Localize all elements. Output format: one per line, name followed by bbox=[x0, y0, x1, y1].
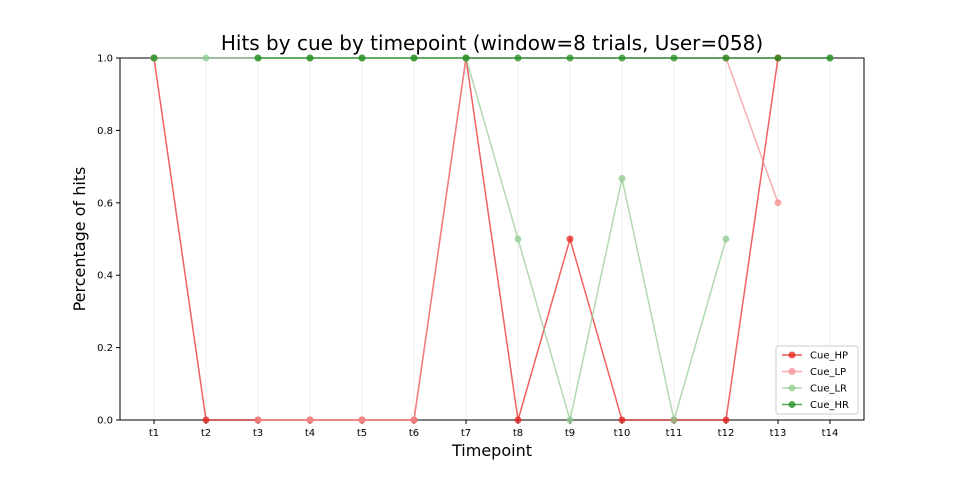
legend: Cue_HP Cue_LP Cue_LR Cue_HR bbox=[775, 345, 859, 415]
data-point bbox=[358, 416, 366, 424]
data-point bbox=[618, 175, 626, 183]
data-point bbox=[566, 416, 574, 424]
data-point bbox=[150, 54, 158, 62]
x-tick-label: t11 bbox=[666, 428, 683, 439]
x-tick-label: t13 bbox=[770, 428, 787, 439]
x-tick-label: t9 bbox=[565, 428, 575, 439]
data-point bbox=[670, 416, 678, 424]
data-point bbox=[670, 54, 678, 62]
data-point bbox=[514, 235, 522, 243]
x-tick-label: t5 bbox=[357, 428, 367, 439]
legend-swatch-marker bbox=[788, 351, 796, 359]
data-point bbox=[722, 416, 730, 424]
y-axis-label: Percentage of hits bbox=[70, 167, 89, 312]
data-point bbox=[722, 235, 730, 243]
data-point bbox=[254, 416, 262, 424]
x-tick-label: t14 bbox=[822, 428, 839, 439]
legend-box bbox=[775, 345, 859, 415]
x-tick-label: t4 bbox=[305, 428, 315, 439]
data-point bbox=[306, 416, 314, 424]
y-tick-label: 0.0 bbox=[97, 416, 113, 427]
legend-swatch-marker bbox=[788, 401, 796, 408]
data-point bbox=[618, 416, 626, 424]
series-group bbox=[150, 54, 834, 424]
data-point bbox=[566, 54, 574, 62]
data-point bbox=[618, 54, 626, 62]
x-tick-label: t2 bbox=[201, 428, 211, 439]
x-tick-label: t1 bbox=[149, 428, 159, 439]
data-point bbox=[410, 416, 418, 424]
data-point bbox=[566, 235, 574, 243]
data-point bbox=[462, 54, 470, 62]
y-tick-label: 0.6 bbox=[97, 198, 113, 209]
series-Cue_HR bbox=[150, 54, 834, 62]
chart-title: Hits by cue by timepoint (window=8 trial… bbox=[221, 31, 763, 55]
data-point bbox=[202, 416, 210, 424]
data-point bbox=[410, 54, 418, 62]
axis-ticks: t1 t2 t3 t4 t5 t6 t7 t8 t9 t10 t11 t12 t13 t14 0.0 0.2 0… bbox=[97, 54, 838, 440]
y-tick-label: 1.0 bbox=[97, 54, 113, 65]
legend-entry: Cue_HR bbox=[810, 400, 849, 411]
series-line bbox=[725, 57, 779, 204]
data-point bbox=[306, 54, 314, 62]
y-tick-label: 0.8 bbox=[97, 126, 113, 137]
x-axis-label: Timepoint bbox=[451, 441, 532, 460]
data-point bbox=[514, 416, 522, 424]
x-tick-label: t6 bbox=[409, 428, 419, 439]
data-point bbox=[202, 54, 210, 62]
legend-entry: Cue_LR bbox=[810, 384, 847, 395]
legend-entry: Cue_LP bbox=[810, 367, 846, 378]
legend-entry: Cue_HP bbox=[810, 351, 848, 362]
x-tick-label: t3 bbox=[253, 428, 263, 439]
legend-swatch-marker bbox=[788, 368, 796, 375]
x-tick-label: t12 bbox=[718, 428, 735, 439]
data-point bbox=[722, 54, 730, 62]
data-point bbox=[358, 54, 366, 62]
data-point bbox=[514, 54, 522, 62]
y-tick-label: 0.2 bbox=[97, 343, 113, 354]
data-point bbox=[826, 54, 834, 62]
x-tick-label: t10 bbox=[614, 428, 631, 439]
data-point bbox=[254, 54, 262, 62]
x-tick-label: t8 bbox=[513, 428, 523, 439]
data-point bbox=[774, 199, 782, 207]
y-tick-label: 0.4 bbox=[97, 271, 113, 282]
data-point bbox=[774, 54, 782, 62]
x-tick-label: t7 bbox=[461, 428, 471, 439]
legend-swatch-marker bbox=[788, 384, 796, 392]
